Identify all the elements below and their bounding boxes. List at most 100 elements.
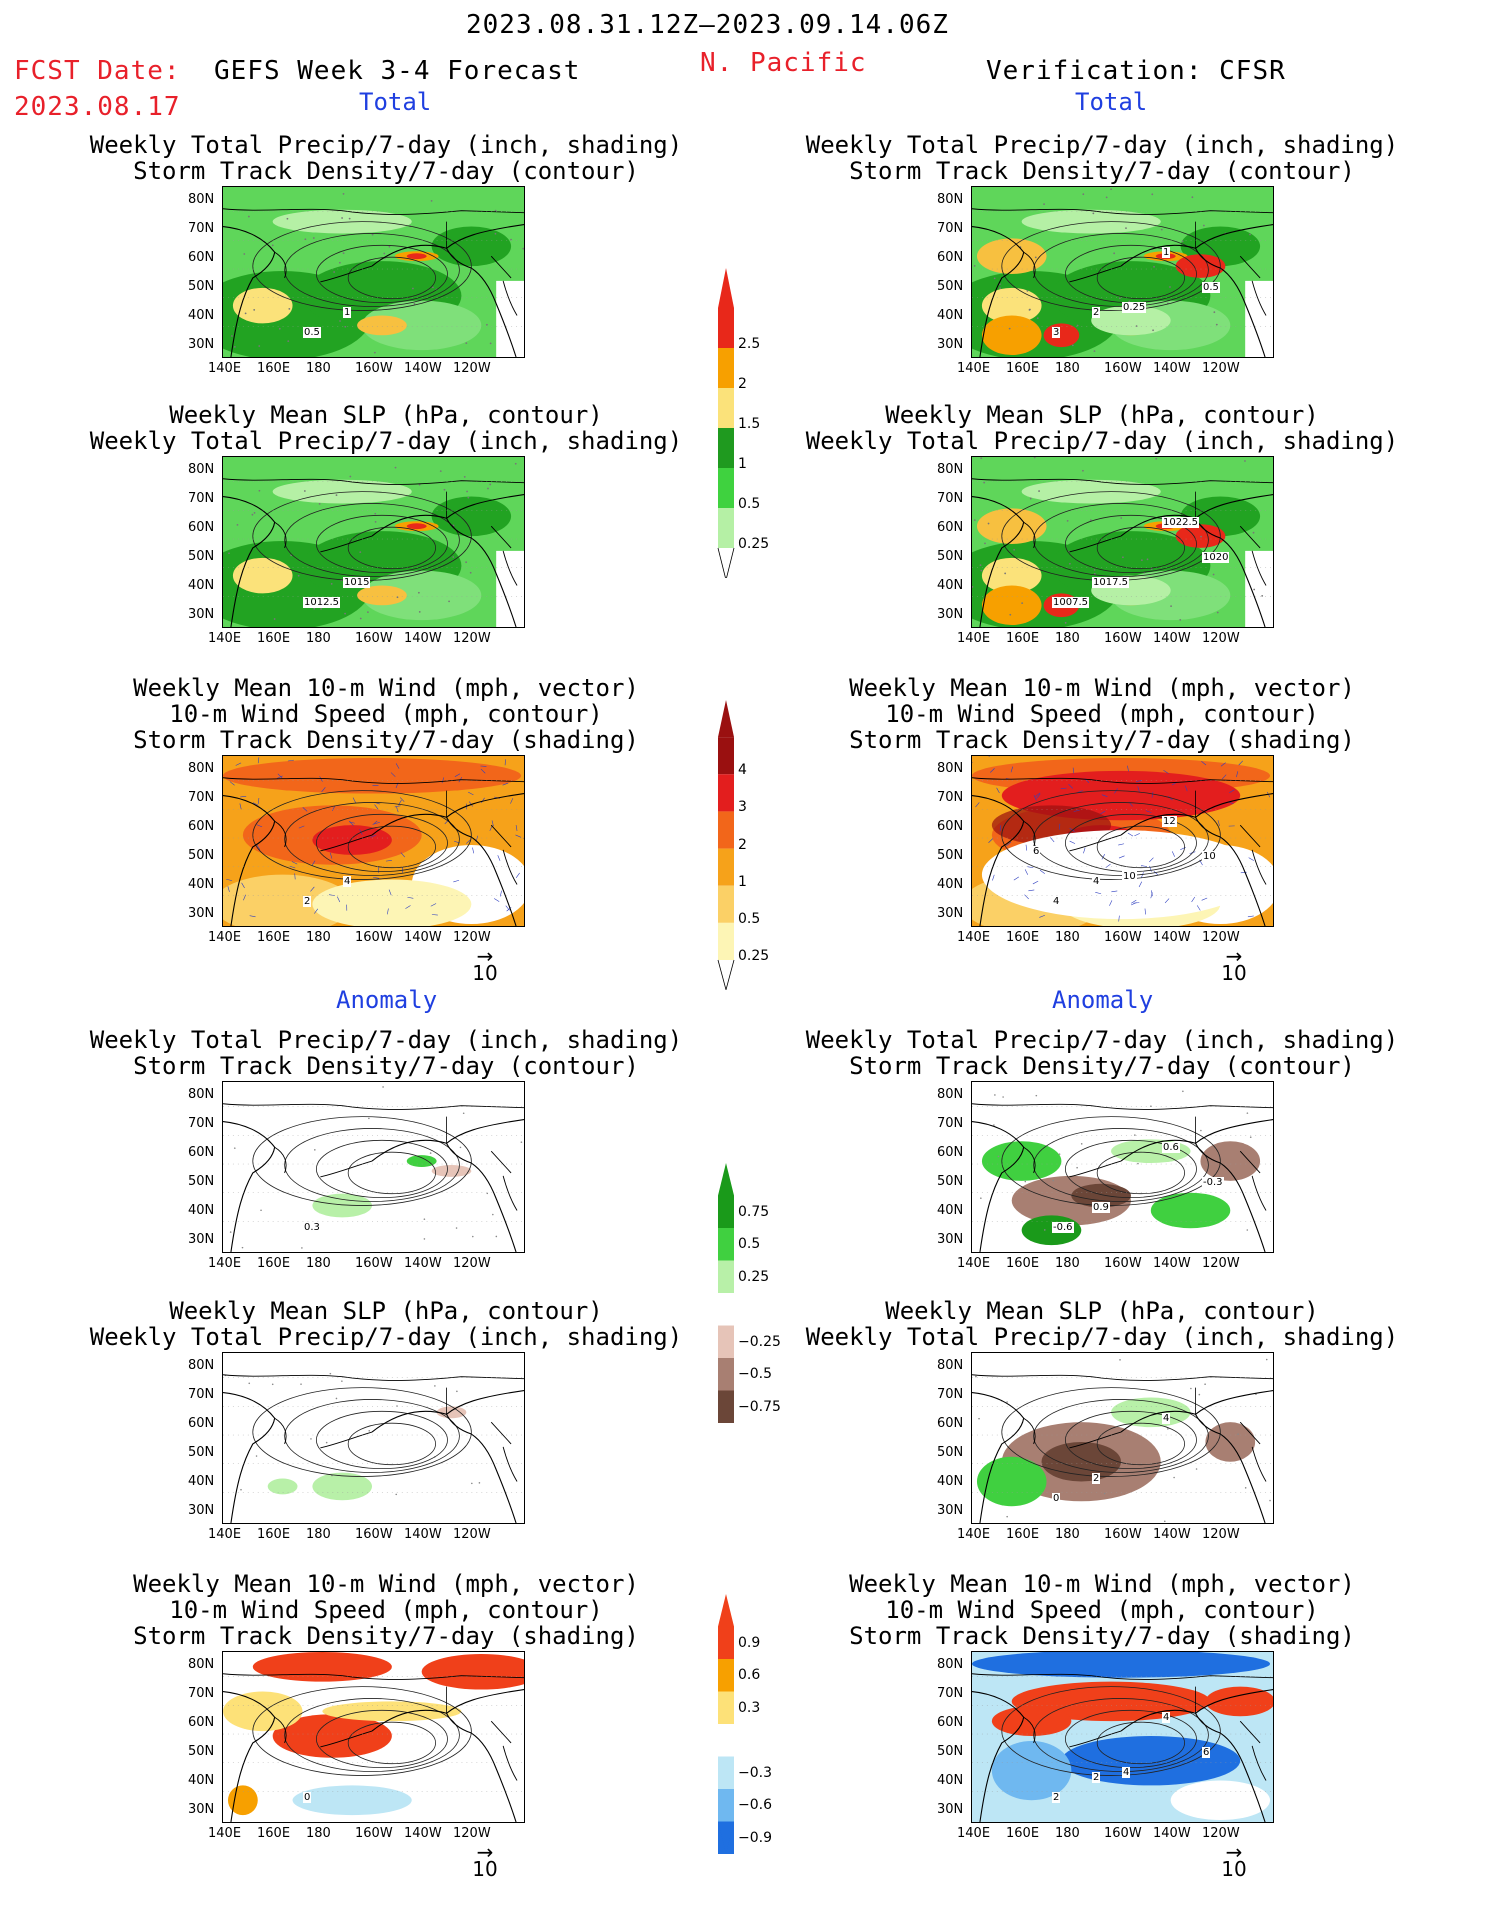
contour-label: 1 [1162,247,1171,258]
lat-tick-label: 70N [188,790,215,805]
lat-tick-label: 60N [937,1715,964,1730]
map-field [972,457,1273,627]
region-title: N. Pacific [700,48,867,78]
lon-tick-label: 160E [257,930,291,945]
lat-tick-label: 80N [937,1358,964,1373]
lat-tick-label: 80N [188,192,215,207]
map-field [972,1082,1273,1252]
lon-tick-label: 140W [1153,930,1191,945]
colorbar-label: 2 [738,376,747,392]
lat-tick-label: 70N [188,1686,215,1701]
lat-tick-label: 40N [937,1773,964,1788]
lat-tick-label: 50N [937,279,964,294]
vector-reference: → 10 [465,1840,505,1879]
map-panel-fcst_anom_slp_precip [222,1352,525,1524]
lat-tick-label: 30N [188,1802,215,1817]
contour-label: 4 [1122,1767,1131,1778]
lon-tick-label: 180 [1055,631,1080,646]
contour-label: 6 [1202,1747,1211,1758]
contour-label: 0 [1052,1493,1061,1504]
panel-title-line: Weekly Mean SLP (hPa, contour) [885,1297,1319,1325]
lat-tick-label: 80N [937,1087,964,1102]
lat-tick-label: 80N [188,1358,215,1373]
contour-label: 2 [1092,307,1101,318]
colorbar-label: 0.75 [738,1203,770,1220]
contour-label: 1017.5 [1092,577,1129,588]
lat-tick-label: 50N [188,1174,215,1189]
colorbar-label: −0.3 [738,1764,772,1781]
lat-tick-label: 50N [188,279,215,294]
lon-tick-label: 180 [306,1826,331,1841]
map-panel-verif_anom_precip_storm: -0.6 0.9 0.6 -0.3 [971,1081,1274,1253]
lat-tick-label: 70N [937,1116,964,1131]
lat-tick-label: 60N [937,819,964,834]
fcst-date-label: FCST Date: [14,56,181,86]
lon-tick-label: 140W [404,361,442,376]
lat-tick-label: 40N [937,578,964,593]
lat-tick-label: 80N [188,761,215,776]
lat-tick-label: 30N [937,1503,964,1518]
contour-label: 2 [303,896,312,907]
lon-tick-label: 160E [1006,361,1040,376]
lat-tick-label: 30N [937,906,964,921]
lat-tick-label: 80N [937,192,964,207]
vector-arrow: → [1225,1840,1243,1864]
lat-tick-label: 70N [188,221,215,236]
lat-tick-label: 30N [188,337,215,352]
lat-tick-label: 50N [937,549,964,564]
lat-tick-label: 40N [188,308,215,323]
section-total-left: Total [359,88,432,116]
panel-title-line: Storm Track Density/7-day (contour) [133,157,639,185]
lon-tick-label: 120W [1202,1826,1240,1841]
colorbar-label: 0.5 [738,496,761,512]
lon-tick-label: 120W [1202,631,1240,646]
map-field [223,457,524,627]
contour-label: 10 [1202,851,1217,862]
lat-tick-label: 30N [937,1802,964,1817]
lon-tick-label: 160W [1104,631,1142,646]
map-panel-fcst_total_slp_precip: 1012.5 1015 [222,456,525,628]
lat-tick-label: 60N [937,520,964,535]
panel-title-line: 10-m Wind Speed (mph, contour) [169,700,603,728]
lon-tick-label: 120W [1202,1527,1240,1542]
lon-tick-label: 180 [1055,930,1080,945]
lon-tick-label: 160E [257,1527,291,1542]
contour-label: 1015 [343,577,371,588]
map-panel-verif_anom_wind_storm: 2 2 4 6 4 [971,1651,1274,1823]
panel-title-line: Weekly Mean SLP (hPa, contour) [169,1297,603,1325]
colorbar-label: 0.9 [738,1634,761,1651]
lat-tick-label: 60N [937,1145,964,1160]
lon-tick-label: 120W [1202,1256,1240,1271]
lat-tick-label: 50N [188,1744,215,1759]
contour-label: 4 [1092,876,1101,887]
colorbar-label: 0.5 [738,910,761,927]
lon-tick-label: 140E [957,361,991,376]
verification-title: Verification: CFSR [986,56,1286,86]
map-panel-verif_total_precip_storm: 3 2 1 0.5 0.25 [971,186,1274,358]
lon-tick-label: 140W [1153,361,1191,376]
lon-tick-label: 140W [1153,631,1191,646]
contour-label: 0.6 [1162,1142,1180,1153]
map-panel-verif_anom_slp_precip: 0 2 4 [971,1352,1274,1524]
panel-title-line: Storm Track Density/7-day (contour) [133,1052,639,1080]
lat-tick-label: 30N [188,1232,215,1247]
colorbar-label: 4 [738,762,747,779]
lon-tick-label: 140W [1153,1256,1191,1271]
panel-title-line: 10-m Wind Speed (mph, contour) [885,700,1319,728]
lon-tick-label: 140W [404,930,442,945]
colorbar-label: 0.25 [738,948,770,964]
lon-tick-label: 160W [1104,1256,1142,1271]
lat-tick-label: 60N [188,1145,215,1160]
vector-arrow: → [476,1840,494,1864]
lon-tick-label: 160W [355,361,393,376]
map-field [972,1353,1273,1523]
colorbar-label: 0.25 [738,1268,770,1285]
lat-tick-label: 40N [937,1474,964,1489]
lon-tick-label: 140W [1153,1527,1191,1542]
vector-value: 10 [472,961,498,985]
lat-tick-label: 50N [188,1445,215,1460]
lon-tick-label: 160E [1006,631,1040,646]
lat-tick-label: 50N [188,848,215,863]
contour-label: 3 [1052,327,1061,338]
